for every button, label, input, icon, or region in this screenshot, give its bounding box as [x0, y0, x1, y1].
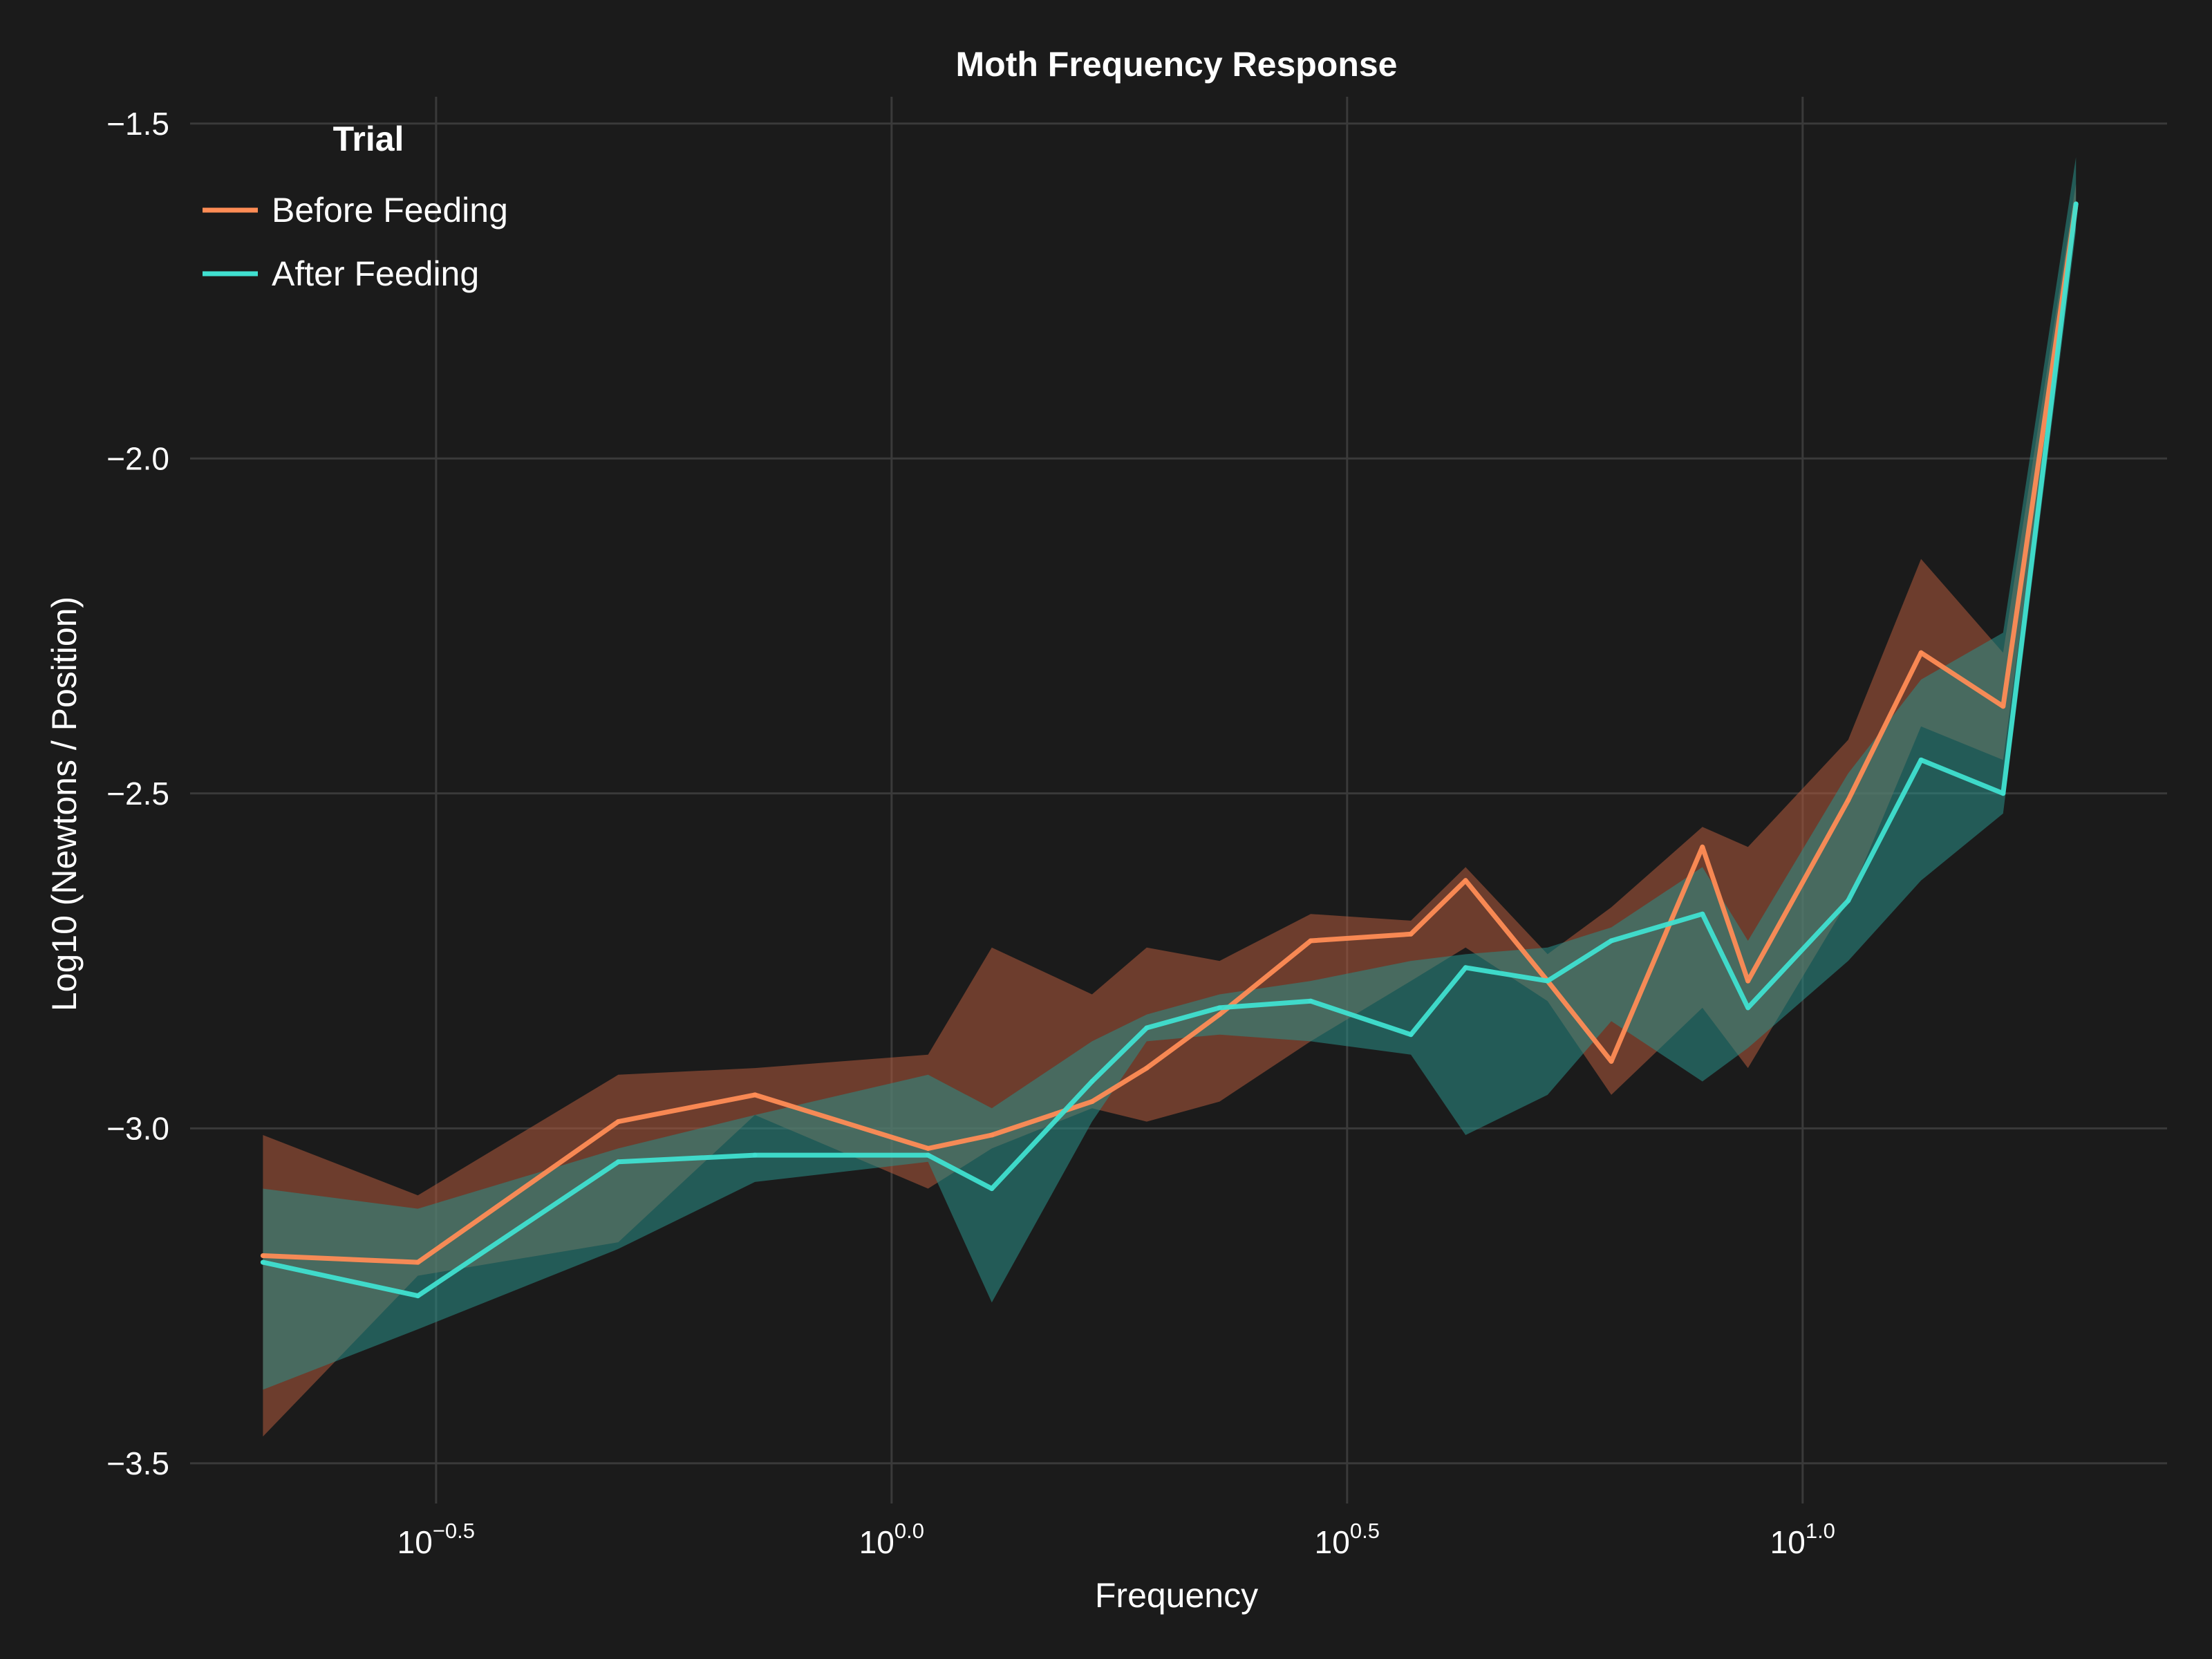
grid — [190, 97, 2167, 1503]
point-before-feeding — [1745, 978, 1751, 984]
y-axis-label: Log10 (Newtons / Position) — [45, 597, 84, 1011]
point-after-feeding — [2000, 791, 2006, 796]
line-before-feeding — [263, 203, 2079, 1265]
point-after-feeding — [1700, 911, 1705, 917]
point-after-feeding — [260, 1259, 265, 1265]
point-after-feeding — [1609, 938, 1614, 944]
point-before-feeding — [1308, 938, 1313, 944]
point-before-feeding — [1408, 931, 1414, 937]
x-tick-label: 100.5 — [1315, 1519, 1380, 1560]
point-before-feeding — [926, 1145, 931, 1151]
legend: Trial Before Feeding After Feeding — [203, 120, 508, 293]
point-after-feeding — [415, 1293, 420, 1299]
x-tick-labels: 10−0.5 100.0 100.5 101.0 — [397, 1519, 1835, 1560]
point-after-feeding — [2073, 201, 2079, 207]
point-after-feeding — [1846, 898, 1851, 903]
y-tick-label: −2.5 — [106, 776, 169, 812]
legend-title: Trial — [333, 120, 404, 158]
point-after-feeding — [1463, 965, 1468, 971]
legend-label-before-feeding: Before Feeding — [272, 191, 508, 229]
point-before-feeding — [1089, 1099, 1095, 1105]
point-before-feeding — [989, 1132, 995, 1138]
point-after-feeding — [1089, 1079, 1095, 1084]
point-after-feeding — [752, 1152, 758, 1158]
point-before-feeding — [1463, 878, 1468, 883]
point-before-feeding — [1918, 650, 1924, 655]
point-before-feeding — [1609, 1058, 1614, 1064]
point-after-feeding — [1408, 1032, 1414, 1038]
point-before-feeding — [260, 1253, 265, 1258]
point-before-feeding — [1700, 844, 1705, 850]
y-tick-label: −3.5 — [106, 1445, 169, 1481]
point-after-feeding — [1144, 1025, 1150, 1031]
point-before-feeding — [1144, 1065, 1150, 1071]
y-tick-label: −2.0 — [106, 440, 169, 476]
confidence-bands — [263, 157, 2077, 1437]
y-tick-labels: −1.5 −2.0 −2.5 −3.0 −3.5 — [106, 106, 169, 1481]
point-before-feeding — [752, 1092, 758, 1098]
point-before-feeding — [1217, 1012, 1222, 1018]
point-after-feeding — [1308, 998, 1313, 1004]
point-after-feeding — [1918, 757, 1924, 762]
point-after-feeding — [1545, 978, 1550, 984]
line-after-feeding — [262, 203, 2079, 1299]
point-after-feeding — [926, 1152, 931, 1158]
point-before-feeding — [615, 1119, 621, 1125]
point-before-feeding — [1846, 798, 1851, 803]
x-tick-label: 101.0 — [1770, 1519, 1835, 1560]
series-lines — [260, 201, 2079, 1299]
band-before-feeding — [263, 184, 2077, 1437]
legend-label-after-feeding: After Feeding — [272, 254, 479, 293]
band-after-feeding — [263, 157, 2077, 1390]
x-tick-label: 100.0 — [859, 1519, 924, 1560]
y-tick-label: −1.5 — [106, 106, 169, 142]
chart-title: Moth Frequency Response — [956, 45, 1398, 84]
x-tick-label: 10−0.5 — [397, 1519, 475, 1560]
x-axis-label: Frequency — [1095, 1576, 1258, 1615]
point-after-feeding — [1745, 1005, 1751, 1011]
point-before-feeding — [2000, 704, 2006, 709]
point-after-feeding — [615, 1159, 621, 1165]
point-after-feeding — [1217, 1005, 1222, 1011]
point-after-feeding — [989, 1186, 995, 1191]
point-before-feeding — [415, 1259, 420, 1265]
y-tick-label: −3.0 — [106, 1110, 169, 1146]
